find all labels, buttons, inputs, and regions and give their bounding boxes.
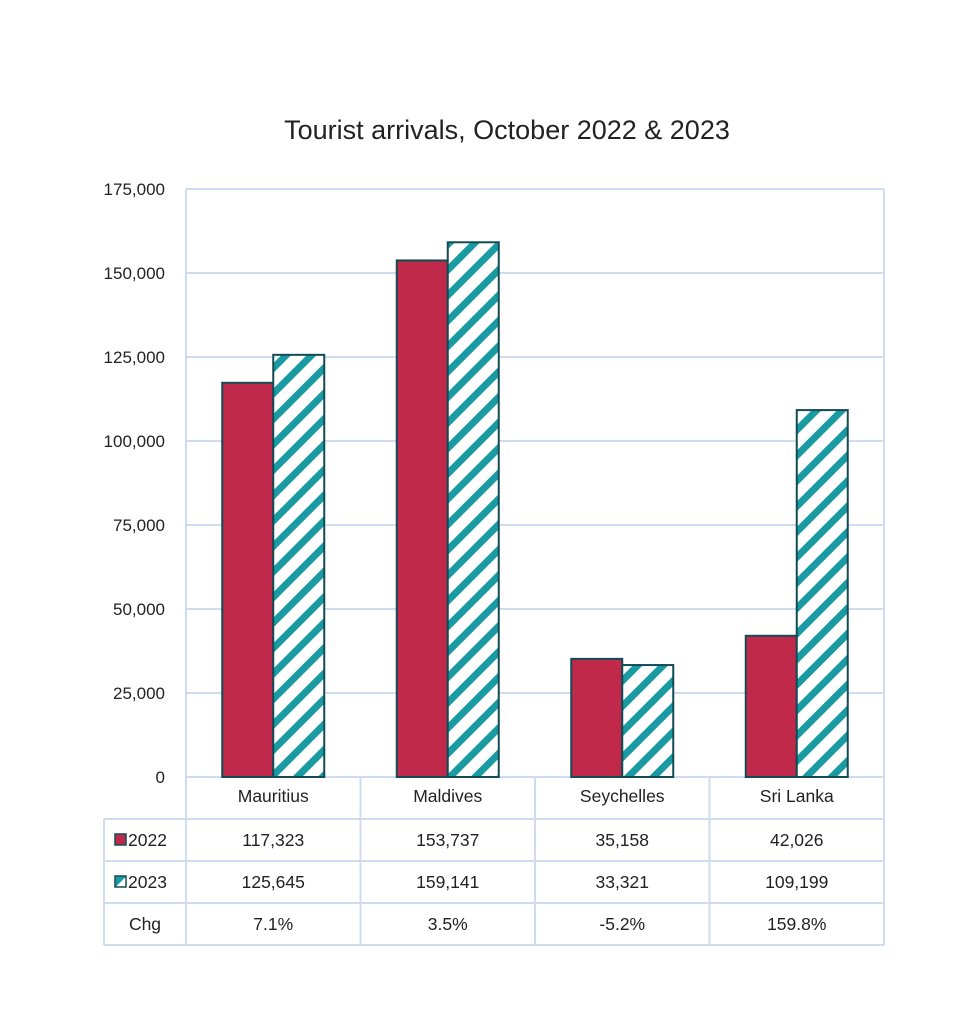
y-tick-label: 125,000 (104, 348, 165, 367)
data-label: 33,321 (595, 872, 649, 892)
data-label: 117,323 (242, 830, 304, 850)
legend-label: 2023 (128, 872, 167, 892)
y-tick-label: 0 (156, 768, 165, 787)
row-label: Chg (129, 914, 161, 934)
bar-2022-maldives (395, 259, 449, 779)
category-label: Sri Lanka (760, 786, 834, 806)
y-tick-label: 25,000 (113, 684, 165, 703)
category-label: Seychelles (580, 786, 665, 806)
data-label: 7.1% (253, 914, 293, 934)
bar-2022-seychelles (570, 657, 624, 779)
bar-2023-seychelles (621, 664, 675, 778)
y-tick-label: 50,000 (113, 600, 165, 619)
legend-label: 2022 (128, 830, 167, 850)
data-label: -5.2% (599, 914, 645, 934)
bar-2023-sri-lanka (795, 409, 849, 778)
data-label: 3.5% (428, 914, 468, 934)
data-label: 159.8% (767, 914, 826, 934)
bar-2022-mauritius (221, 381, 275, 778)
y-tick-label: 75,000 (113, 516, 165, 535)
legend-key-2022 (114, 833, 127, 846)
data-label: 109,199 (765, 872, 828, 892)
data-label: 159,141 (416, 872, 479, 892)
data-label: 35,158 (595, 830, 649, 850)
category-label: Maldives (413, 786, 482, 806)
y-axis-ticks: 0 25,000 50,000 75,000 100,000 125,000 150,000… (104, 180, 165, 787)
bars (221, 241, 849, 779)
bar-2022-sri-lanka (744, 634, 798, 779)
data-table: Mauritius Maldives Seychelles Sri Lanka 2022… (103, 777, 885, 946)
y-tick-label: 150,000 (104, 264, 165, 283)
data-label: 153,737 (416, 830, 479, 850)
y-tick-label: 100,000 (104, 432, 165, 451)
data-label: 125,645 (242, 872, 305, 892)
data-label: 42,026 (770, 830, 824, 850)
bar-2023-mauritius (272, 353, 326, 778)
y-tick-label: 175,000 (104, 180, 165, 199)
chart-title: Tourist arrivals, October 2022 & 2023 (284, 115, 730, 145)
category-label: Mauritius (238, 786, 309, 806)
legend-key-2023 (114, 875, 127, 888)
bar-2023-maldives (446, 241, 500, 778)
